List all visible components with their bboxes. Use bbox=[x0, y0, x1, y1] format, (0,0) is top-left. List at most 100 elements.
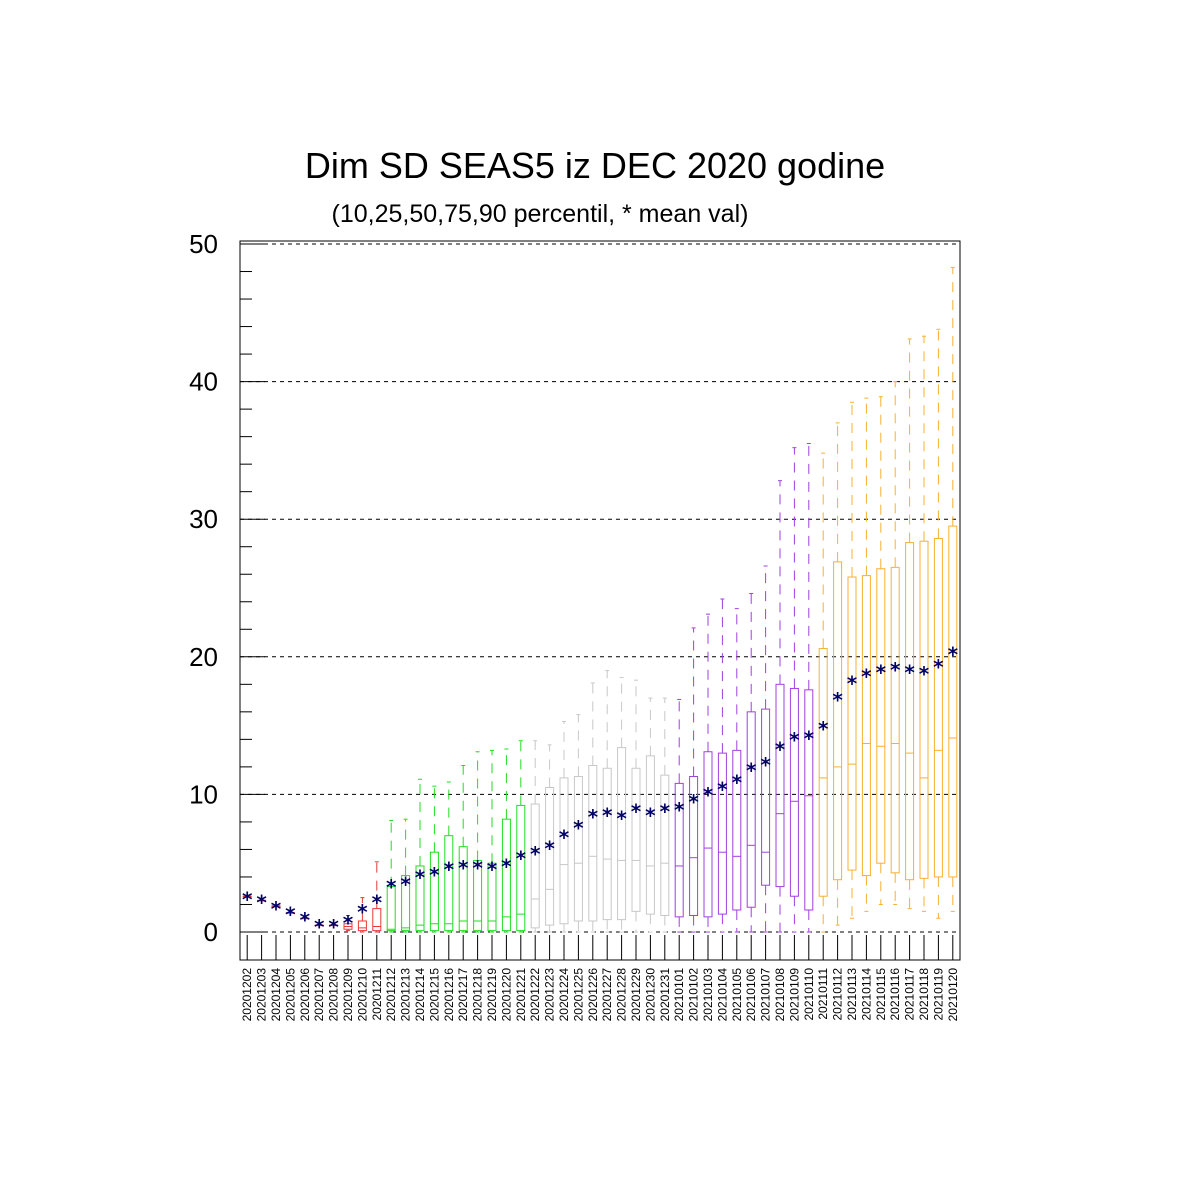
mean-marker: * bbox=[832, 688, 843, 712]
mean-marker: * bbox=[400, 872, 411, 896]
box-plot-item bbox=[415, 778, 425, 933]
x-tick-labels: 20201202 20201203 20201204 20201205 20201206… bbox=[240, 968, 960, 1022]
x-tick-label: 20201224 bbox=[557, 968, 571, 1022]
box bbox=[717, 752, 727, 915]
box-plot-item bbox=[847, 401, 857, 919]
mean-marker: * bbox=[386, 875, 397, 899]
mean-marker: * bbox=[300, 908, 311, 932]
x-tick-label: 20210110 bbox=[802, 968, 816, 1021]
mean-marker: * bbox=[472, 856, 483, 880]
box-plot-item bbox=[314, 924, 324, 927]
box-plot-item bbox=[343, 914, 353, 932]
x-tick-label: 20201213 bbox=[399, 968, 413, 1022]
x-tick-label: 20210117 bbox=[903, 968, 917, 1021]
box-plot-item bbox=[746, 593, 756, 933]
x-tick-label: 20201229 bbox=[629, 968, 643, 1022]
box bbox=[645, 755, 655, 915]
x-tick-label: 20210112 bbox=[831, 968, 845, 1021]
box-plot-item bbox=[890, 381, 900, 905]
mean-marker: * bbox=[573, 816, 584, 840]
box bbox=[660, 774, 670, 916]
mean-marker: * bbox=[804, 727, 815, 751]
x-tick-label: 20201223 bbox=[543, 968, 557, 1022]
box bbox=[530, 803, 540, 929]
box-plot-item bbox=[487, 749, 497, 933]
box bbox=[573, 776, 583, 922]
x-tick-label: 20201217 bbox=[456, 968, 470, 1022]
box-plot-item bbox=[775, 480, 785, 933]
x-tick-label: 20201216 bbox=[442, 968, 456, 1022]
box-plot-item bbox=[242, 895, 252, 898]
x-tick-label: 20210105 bbox=[730, 968, 744, 1022]
x-tick-label: 20210108 bbox=[773, 968, 787, 1022]
mean-marker: * bbox=[516, 846, 527, 870]
mean-marker: * bbox=[256, 890, 267, 914]
mean-marker: * bbox=[415, 866, 426, 890]
box-plot-item bbox=[933, 328, 943, 919]
x-tick-label: 20201208 bbox=[327, 968, 341, 1022]
box bbox=[444, 835, 454, 932]
mean-marker: * bbox=[458, 856, 469, 880]
x-tick-label: 20201219 bbox=[485, 968, 499, 1022]
x-tick-label: 20201211 bbox=[370, 968, 384, 1021]
mean-marker: * bbox=[501, 855, 512, 879]
mean-marker: * bbox=[444, 857, 455, 881]
mean-marker: * bbox=[717, 778, 728, 802]
box bbox=[372, 908, 382, 932]
y-tick-labels: 0 10 20 30 40 50 bbox=[189, 229, 218, 947]
box-plot-item bbox=[458, 765, 468, 933]
mean-marker: * bbox=[876, 661, 887, 685]
box bbox=[429, 851, 439, 932]
x-tick-label: 20201202 bbox=[240, 968, 254, 1022]
mean-marker: * bbox=[674, 798, 685, 822]
box-plot-item bbox=[833, 422, 843, 926]
x-tick-label: 20210111 bbox=[816, 968, 830, 1020]
mean-marker: * bbox=[631, 800, 642, 824]
box bbox=[386, 886, 396, 932]
mean-marker: * bbox=[487, 857, 498, 881]
chart-subtitle: (10,25,50,75,90 percentil, * mean val) bbox=[332, 200, 749, 228]
x-tick-label: 20210103 bbox=[701, 968, 715, 1022]
box-plot-item bbox=[516, 740, 526, 933]
box bbox=[775, 683, 785, 888]
box-plot-item bbox=[329, 924, 339, 927]
box-plot-item bbox=[703, 613, 713, 933]
box bbox=[473, 859, 483, 932]
chart-title: Dim SD SEAS5 iz DEC 2020 godine bbox=[305, 145, 885, 186]
x-tick-label: 20210102 bbox=[687, 968, 701, 1022]
box bbox=[689, 776, 699, 916]
box-plot-item bbox=[876, 396, 886, 905]
y-tick-label: 40 bbox=[189, 367, 218, 397]
x-tick-label: 20201227 bbox=[600, 968, 614, 1022]
y-tick-label: 0 bbox=[204, 917, 218, 947]
mean-marker: * bbox=[818, 717, 829, 741]
box bbox=[458, 846, 468, 932]
box bbox=[919, 540, 929, 879]
box-plot-item bbox=[631, 679, 641, 933]
mean-marker: * bbox=[429, 863, 440, 887]
axes bbox=[239, 240, 961, 961]
x-tick-label: 20201212 bbox=[384, 968, 398, 1022]
box-plot-item bbox=[545, 744, 555, 933]
box-plot-item bbox=[530, 740, 540, 933]
mean-marker: * bbox=[746, 758, 757, 782]
box bbox=[890, 566, 900, 874]
box bbox=[761, 708, 771, 886]
x-tick-label: 20201231 bbox=[658, 968, 672, 1022]
box bbox=[948, 525, 958, 878]
box bbox=[933, 537, 943, 878]
x-tick-label: 20201214 bbox=[413, 968, 427, 1022]
box-plot-item bbox=[818, 452, 828, 933]
box-plot-item bbox=[501, 748, 511, 933]
x-tick-label: 20201205 bbox=[283, 968, 297, 1022]
y-tick-label: 10 bbox=[189, 779, 218, 809]
box bbox=[559, 777, 569, 925]
mean-marker: * bbox=[372, 890, 383, 914]
x-tick-label: 20201221 bbox=[514, 968, 528, 1022]
box-plot-item bbox=[257, 899, 267, 902]
box-plot-item bbox=[689, 627, 699, 933]
box bbox=[847, 576, 857, 871]
box-plot-item bbox=[573, 714, 583, 933]
x-tick-label: 20201230 bbox=[643, 968, 657, 1022]
